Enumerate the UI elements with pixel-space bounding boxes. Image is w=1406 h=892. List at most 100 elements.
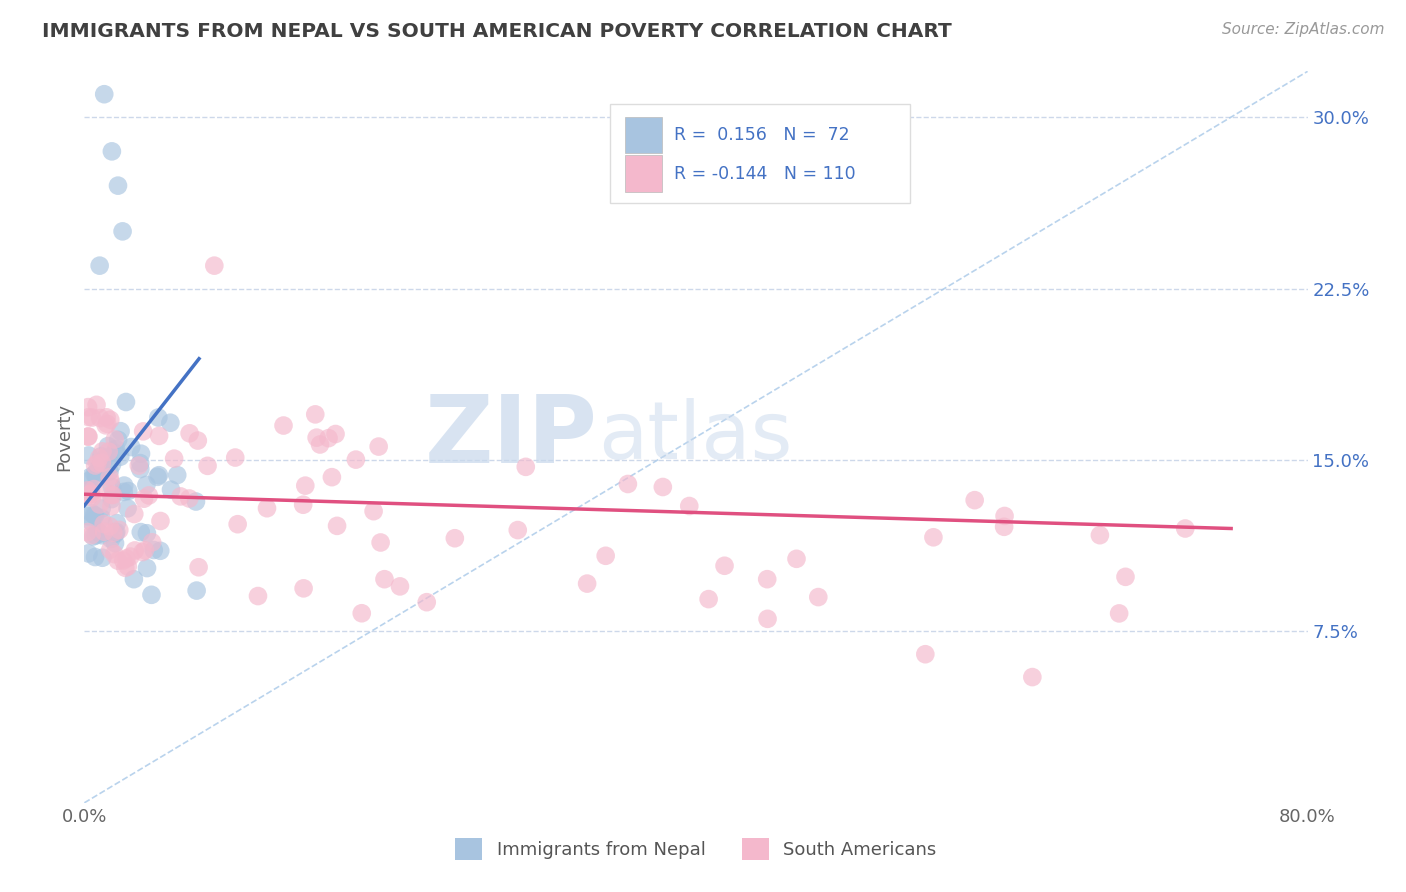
Point <box>294 478 316 492</box>
Point <box>80 410 103 425</box>
Point <box>83 482 105 496</box>
Point <box>104 433 127 447</box>
Point <box>84 528 107 542</box>
Point <box>132 425 155 439</box>
Point <box>226 517 249 532</box>
Point <box>84 549 107 564</box>
Point <box>101 480 124 494</box>
Point <box>993 508 1015 523</box>
Point <box>367 440 389 454</box>
Point <box>134 543 156 558</box>
Point <box>91 456 114 470</box>
Point <box>89 460 111 475</box>
Point <box>344 452 367 467</box>
Point <box>89 526 111 541</box>
Bar <box>626 117 662 153</box>
Point <box>129 447 152 461</box>
Point <box>96 417 118 431</box>
Point <box>76 509 98 524</box>
Point <box>756 612 779 626</box>
Point <box>1088 528 1111 542</box>
Point <box>107 178 129 193</box>
Point <box>91 528 114 542</box>
Point <box>179 426 201 441</box>
Bar <box>626 155 662 192</box>
Point <box>77 488 100 502</box>
Point <box>103 547 125 561</box>
Point <box>91 550 114 565</box>
Point <box>186 583 208 598</box>
Point <box>443 531 465 545</box>
Point <box>84 458 107 473</box>
Point <box>89 498 111 512</box>
Point <box>103 525 125 540</box>
Point <box>292 498 315 512</box>
Point <box>115 551 138 566</box>
Point <box>651 480 673 494</box>
Point <box>80 506 103 520</box>
Point <box>246 589 269 603</box>
Point <box>166 468 188 483</box>
Point <box>142 543 165 558</box>
Point <box>80 515 103 529</box>
Point <box>305 431 328 445</box>
Point <box>98 542 121 557</box>
Point <box>187 560 209 574</box>
Point <box>326 519 349 533</box>
Point <box>136 561 159 575</box>
Point <box>82 529 104 543</box>
Point <box>914 647 936 661</box>
Point <box>256 501 278 516</box>
Point <box>117 484 139 499</box>
Point <box>104 442 127 456</box>
Point <box>370 535 392 549</box>
Point <box>179 491 201 506</box>
Point <box>80 528 103 542</box>
Point <box>94 418 117 433</box>
Point <box>100 475 122 490</box>
Point <box>110 424 132 438</box>
Point <box>80 491 103 505</box>
Point <box>77 449 100 463</box>
Legend: Immigrants from Nepal, South Americans: Immigrants from Nepal, South Americans <box>449 830 943 867</box>
Point <box>117 559 139 574</box>
Point <box>104 536 127 550</box>
Point <box>309 437 332 451</box>
Point <box>304 408 326 422</box>
Point <box>104 446 127 460</box>
Point <box>112 553 135 567</box>
Point <box>325 427 347 442</box>
Point <box>197 458 219 473</box>
Point <box>122 572 145 586</box>
Point <box>93 524 115 539</box>
Point <box>576 576 599 591</box>
Point <box>84 467 107 481</box>
Point <box>292 582 315 596</box>
Text: R = -0.144   N = 110: R = -0.144 N = 110 <box>673 165 856 183</box>
Point <box>160 483 183 497</box>
Y-axis label: Poverty: Poverty <box>55 403 73 471</box>
Point <box>100 488 122 502</box>
Point <box>93 87 115 102</box>
Point <box>697 592 720 607</box>
Point <box>87 524 110 538</box>
Point <box>1174 521 1197 535</box>
Point <box>184 494 207 508</box>
Point <box>1108 607 1130 621</box>
Point <box>89 450 111 465</box>
Point <box>141 535 163 549</box>
Point <box>98 470 121 484</box>
Point <box>80 483 103 497</box>
Point <box>94 450 117 465</box>
Point <box>98 464 121 478</box>
Point <box>202 259 225 273</box>
Point <box>807 590 830 604</box>
Point <box>83 508 105 522</box>
Point <box>124 543 146 558</box>
Point <box>135 478 157 492</box>
Point <box>506 523 529 537</box>
Point <box>373 572 395 586</box>
Point <box>131 545 153 559</box>
Point <box>922 530 945 544</box>
Point <box>117 501 139 516</box>
